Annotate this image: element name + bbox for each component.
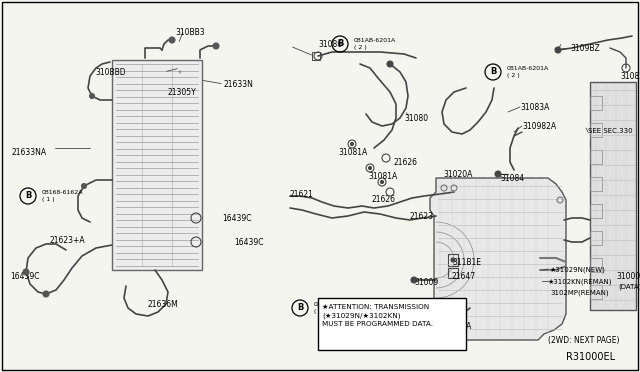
Circle shape [351,142,353,145]
Bar [590,231,602,245]
Text: 08146-6122G
( 3 ): 08146-6122G ( 3 ) [314,302,356,314]
Text: 21626: 21626 [372,195,396,204]
Bar [590,204,602,218]
Text: 16439C: 16439C [234,238,264,247]
Circle shape [381,180,383,183]
Text: 081AB-6201A
( 2 ): 081AB-6201A ( 2 ) [507,66,549,78]
Text: 08168-6162A
( 1 ): 08168-6162A ( 1 ) [42,190,83,202]
Text: R31000EL: R31000EL [566,352,615,362]
Text: ★ATTENTION: TRANSMISSION
(★31029N/★3102KN)
MUST BE PROGRAMMED DATA.: ★ATTENTION: TRANSMISSION (★31029N/★3102K… [322,304,433,327]
Bar [590,177,602,191]
Text: 31081A: 31081A [338,148,367,157]
Polygon shape [590,82,636,310]
Text: 3102MP(REMAN): 3102MP(REMAN) [550,290,609,296]
Circle shape [43,291,49,297]
Circle shape [81,183,86,189]
Circle shape [555,47,561,53]
Text: 3109BZ: 3109BZ [570,44,600,53]
Text: 21636M: 21636M [148,300,179,309]
Text: 21633NA: 21633NA [12,148,47,157]
Bar [112,60,202,270]
Text: 31009: 31009 [414,278,438,287]
Polygon shape [430,178,566,340]
Text: 31080: 31080 [404,114,428,123]
Circle shape [495,171,501,177]
Circle shape [23,269,29,275]
Text: 31081A: 31081A [368,172,397,181]
Text: 21623+A: 21623+A [50,236,86,245]
Text: B: B [337,39,343,48]
Text: 310BBD: 310BBD [95,68,125,77]
Circle shape [169,37,175,43]
Text: 21623: 21623 [410,212,434,221]
Text: 16439C: 16439C [222,214,252,223]
Circle shape [439,317,445,323]
Text: 31020A: 31020A [442,322,472,331]
Text: 310982A: 310982A [522,122,556,131]
Text: ★3102KN(REMAN): ★3102KN(REMAN) [548,278,612,285]
Circle shape [213,43,219,49]
Text: B: B [490,67,496,77]
Text: ★31029N(NEW): ★31029N(NEW) [550,266,606,273]
Text: B: B [25,192,31,201]
Bar [590,285,602,299]
Circle shape [369,167,371,170]
Text: 21305Y: 21305Y [168,88,196,97]
Text: 31082E: 31082E [620,72,640,81]
Text: 21647: 21647 [452,272,476,281]
Text: 310BB3: 310BB3 [175,28,205,37]
Text: B: B [297,304,303,312]
Text: 31086: 31086 [318,40,342,49]
Circle shape [451,258,455,262]
Bar [590,96,602,110]
Text: 21633N: 21633N [224,80,254,89]
Text: 31084: 31084 [500,174,524,183]
Bar [590,150,602,164]
Text: SEE SEC.330: SEE SEC.330 [588,128,632,134]
Bar [448,254,458,266]
Text: 31083A: 31083A [520,103,549,112]
Bar [312,52,320,60]
Text: 31000: 31000 [616,272,640,281]
Text: 21621: 21621 [290,190,314,199]
Text: 311B1E: 311B1E [452,258,481,267]
Text: 081AB-6201A
( 2 ): 081AB-6201A ( 2 ) [354,38,396,49]
Text: (DATA): (DATA) [618,284,640,291]
Bar [448,268,458,278]
Text: (2WD: NEXT PAGE): (2WD: NEXT PAGE) [548,336,620,345]
Bar [590,123,602,137]
Circle shape [90,93,95,99]
Text: 31020A: 31020A [443,170,472,179]
Bar [318,298,466,350]
Bar [590,258,602,272]
Text: 21626: 21626 [393,158,417,167]
Circle shape [411,277,417,283]
Text: 16439C: 16439C [10,272,40,281]
Circle shape [387,61,393,67]
